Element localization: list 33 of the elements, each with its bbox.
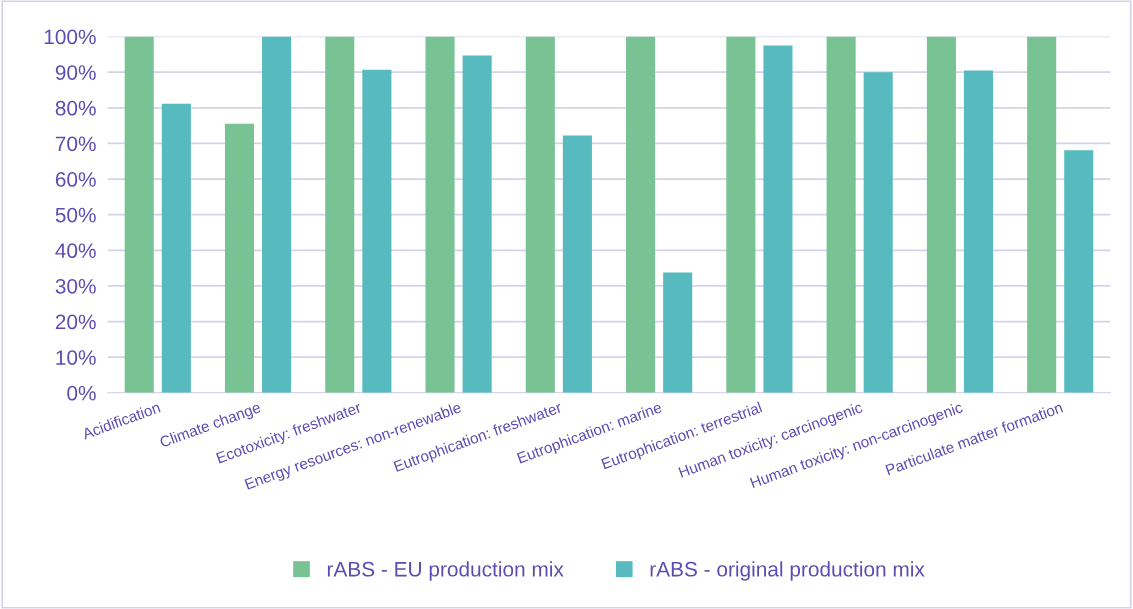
bar [1064, 150, 1094, 393]
bar [626, 36, 656, 393]
y-tick-label: 70% [55, 136, 96, 152]
bar [663, 272, 693, 393]
bar [926, 36, 956, 393]
bar [325, 36, 355, 393]
bar [462, 55, 492, 393]
bar [161, 103, 191, 393]
y-tick-label: 30% [55, 278, 96, 294]
y-tick-label: 40% [55, 243, 96, 259]
y-tick-label: 20% [55, 314, 96, 330]
bar [224, 123, 255, 393]
bar [562, 135, 592, 393]
bar [262, 36, 292, 393]
bar [425, 36, 455, 393]
legend-label: rABS - EU production mix [327, 561, 564, 581]
y-tick-label: 10% [56, 350, 96, 365]
bar [963, 70, 994, 393]
bar [826, 36, 856, 393]
bar [1027, 36, 1057, 393]
y-tick-label: 90% [55, 65, 96, 80]
y-tick-label: 50% [55, 207, 96, 223]
y-tick-label: 80% [55, 100, 96, 116]
bar [124, 36, 154, 393]
y-tick-label: 60% [55, 172, 96, 187]
y-tick-label: 100% [44, 29, 96, 45]
legend-label: rABS - original production mix [650, 561, 925, 581]
bar [726, 36, 756, 393]
bar [763, 45, 793, 393]
bar [525, 36, 555, 393]
y-tick-label: 0% [67, 385, 96, 401]
bar [863, 72, 893, 393]
bar [362, 69, 392, 393]
